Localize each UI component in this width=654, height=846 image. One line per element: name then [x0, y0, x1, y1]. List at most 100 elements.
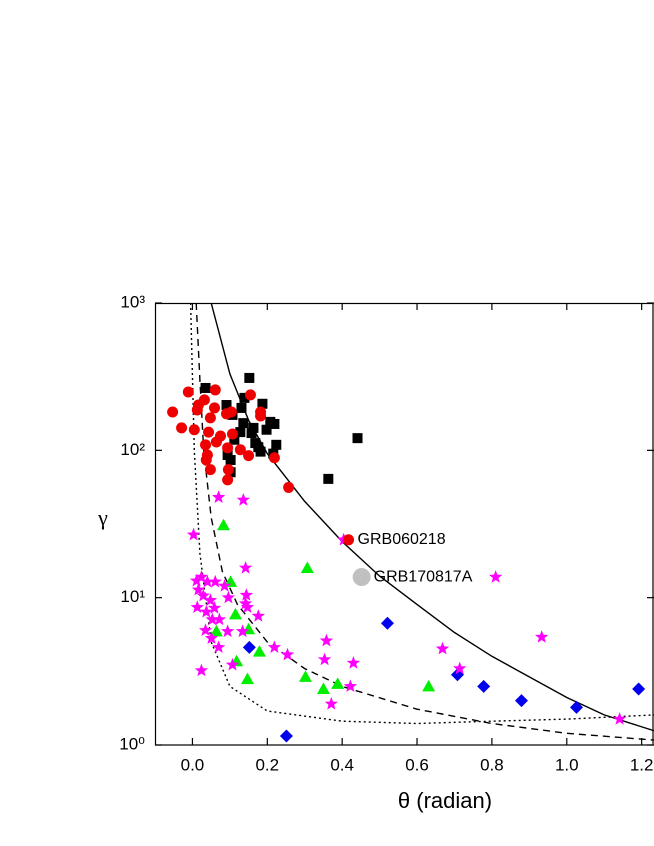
model-curve	[210, 303, 654, 732]
diamond-point	[279, 729, 293, 743]
star-point	[280, 647, 295, 661]
star-point	[199, 604, 213, 618]
star-point	[191, 582, 206, 596]
circle-point	[244, 389, 256, 401]
x-tick-label: 1.0	[555, 755, 579, 774]
circle-point	[200, 439, 212, 451]
star-point	[235, 624, 250, 638]
star-point	[319, 633, 334, 647]
circle-point	[222, 474, 234, 486]
star-point	[435, 641, 450, 655]
square-point	[200, 382, 211, 393]
square-point	[253, 442, 264, 453]
star-point	[221, 590, 235, 604]
star-point	[204, 631, 219, 644]
circle-point	[188, 424, 200, 436]
triangle-point	[209, 624, 223, 637]
circle-point	[204, 412, 216, 424]
x-tick-label: 1.2	[630, 755, 654, 774]
star-point	[238, 596, 253, 610]
square-point	[238, 418, 249, 429]
square-point	[269, 418, 280, 429]
star-point	[324, 696, 338, 710]
star-point	[453, 661, 467, 675]
square-point	[352, 433, 363, 444]
star-point	[194, 570, 209, 583]
square-point	[323, 473, 334, 484]
circle-point	[268, 452, 280, 464]
star-point	[236, 493, 250, 506]
triangle-point	[300, 561, 314, 573]
diamond-point	[570, 700, 584, 714]
diamond-point	[242, 640, 256, 654]
circle-point	[201, 449, 213, 461]
diamond-point	[477, 679, 491, 693]
x-tick-label: 0.8	[480, 755, 504, 774]
y-tick-label: 10²	[120, 440, 145, 459]
plot-frame	[154, 302, 654, 746]
x-axis-label: θ (radian)	[398, 788, 492, 813]
circle-point	[343, 534, 355, 546]
square-point	[257, 398, 268, 409]
diamond-point	[632, 682, 646, 696]
star-point	[240, 600, 255, 613]
star-point	[190, 600, 204, 613]
circle-point	[352, 568, 371, 587]
circle-point	[283, 481, 295, 493]
circle-point	[192, 399, 204, 411]
circle-point	[209, 384, 221, 396]
y-tick-label: 10³	[120, 292, 145, 311]
star-point	[317, 652, 332, 666]
model-curve	[195, 303, 654, 741]
star-point	[208, 574, 222, 588]
x-tick-label: 0.0	[181, 755, 205, 774]
triangle-point	[217, 518, 231, 531]
triangle-point	[298, 670, 312, 682]
star-point	[218, 579, 232, 592]
plot-area	[167, 303, 654, 743]
star-point	[225, 657, 240, 671]
circle-point	[209, 402, 221, 414]
circle-point	[222, 442, 234, 454]
square-point	[222, 449, 233, 460]
star-point	[198, 623, 213, 636]
x-tick-label: 0.4	[330, 755, 354, 774]
triangle-point	[331, 677, 345, 689]
star-point	[267, 640, 282, 653]
point-annotation: GRB060218	[358, 531, 446, 548]
circle-point	[210, 436, 222, 448]
star-point	[207, 601, 222, 614]
circle-point	[203, 426, 215, 438]
star-point	[205, 612, 219, 626]
star-point	[221, 624, 235, 638]
circle-point	[182, 386, 194, 398]
star-point	[186, 527, 201, 541]
star-point	[346, 656, 361, 669]
square-point	[246, 428, 257, 439]
star-point	[489, 570, 503, 583]
triangle-point	[422, 679, 436, 692]
circle-point	[167, 406, 179, 418]
x-tick-label: 0.2	[255, 755, 279, 774]
star-point	[212, 640, 226, 653]
star-point	[196, 588, 210, 602]
circle-point	[255, 406, 267, 418]
square-point	[244, 372, 255, 383]
square-point	[225, 454, 236, 465]
circle-point	[243, 450, 255, 462]
star-point	[251, 609, 265, 622]
square-point	[221, 400, 232, 411]
triangle-point	[228, 607, 242, 620]
model-curve	[189, 303, 654, 725]
star-point	[200, 574, 215, 588]
star-point	[203, 593, 218, 606]
square-point	[248, 422, 259, 433]
square-point	[271, 439, 282, 450]
star-point	[535, 630, 549, 643]
star-point	[194, 663, 209, 677]
circle-point	[226, 428, 238, 440]
star-point	[612, 712, 627, 725]
y-tick-label: 10¹	[120, 587, 145, 606]
circle-point	[222, 464, 234, 476]
